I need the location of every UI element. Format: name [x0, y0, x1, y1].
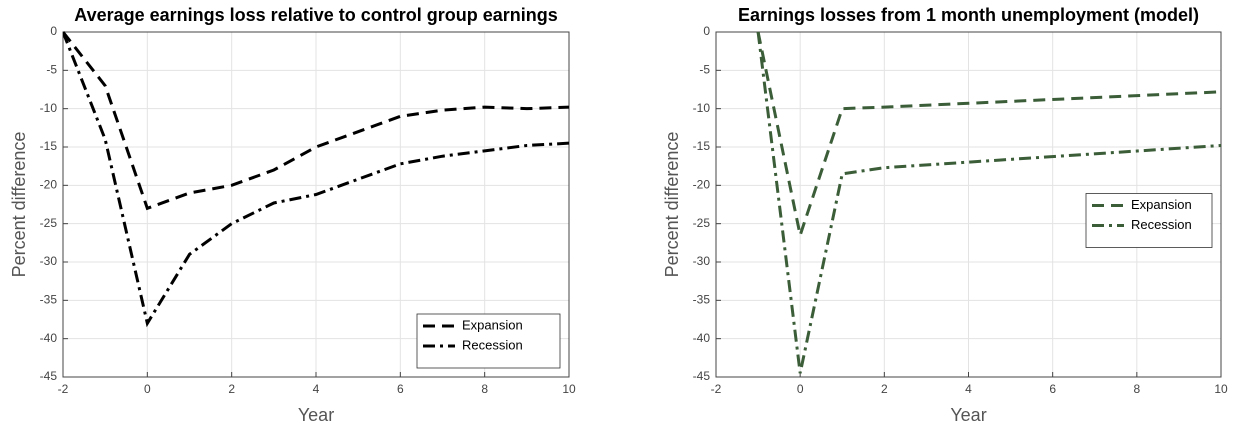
y-tick-label: -25 — [693, 216, 711, 230]
x-tick-label: 8 — [1133, 382, 1140, 396]
y-tick-label: -15 — [40, 139, 58, 153]
y-tick-label: -35 — [40, 293, 58, 307]
chart-title: Average earnings loss relative to contro… — [74, 5, 557, 25]
x-tick-label: -2 — [711, 382, 722, 396]
y-tick-label: -45 — [40, 369, 58, 383]
line-series — [756, 31, 1221, 374]
subplot: -2 0 2 4 6 8 10-45-40-35-30-25-20-15-10-50Aver… — [9, 5, 576, 425]
y-tick-label: -25 — [40, 216, 58, 230]
y-tick-label: -45 — [693, 369, 711, 383]
y-tick-label: -35 — [693, 293, 711, 307]
axes-frame — [715, 31, 1222, 378]
line-series — [63, 31, 569, 328]
y-tick-label: -20 — [693, 178, 711, 192]
y-tick-label: -5 — [699, 63, 710, 77]
y-tick-label: -30 — [693, 254, 711, 268]
y-tick-label: -30 — [40, 254, 58, 268]
axes-frame — [62, 31, 570, 378]
y-tick-label: 0 — [50, 24, 57, 38]
x-tick-label: 10 — [1214, 382, 1228, 396]
y-tick-label: -5 — [46, 63, 57, 77]
legend-box — [416, 313, 561, 369]
y-tick-label: -15 — [693, 139, 711, 153]
legend-label: Expansion — [1131, 197, 1192, 212]
y-axis-label: Percent difference — [662, 132, 682, 278]
legend-box — [1085, 193, 1213, 248]
legend-label: Expansion — [462, 317, 523, 332]
chart-title: Earnings losses from 1 month unemploymen… — [738, 5, 1199, 25]
legend-label: Recession — [1131, 217, 1192, 232]
subplot: -2 0 2 4 6 8 10-45-40-35-30-25-20-15-10-50Earn… — [662, 5, 1228, 425]
y-tick-label: -40 — [693, 331, 711, 345]
line-series — [756, 31, 1221, 241]
x-axis-label: Year — [298, 405, 334, 425]
legend-label: Recession — [462, 337, 523, 352]
y-tick-label: -10 — [693, 101, 711, 115]
x-tick-label: 6 — [1049, 382, 1056, 396]
x-tick-label: 0 — [797, 382, 804, 396]
x-tick-label: 6 — [397, 382, 404, 396]
x-tick-label: 2 — [228, 382, 235, 396]
x-axis-label: Year — [950, 405, 986, 425]
y-tick-label: -10 — [40, 101, 58, 115]
x-tick-label: 10 — [562, 382, 576, 396]
x-tick-label: 2 — [881, 382, 888, 396]
x-tick-label: 0 — [144, 382, 151, 396]
x-tick-label: 4 — [313, 382, 320, 396]
y-axis-label: Percent difference — [9, 132, 29, 278]
y-tick-label: 0 — [703, 24, 710, 38]
line-series — [63, 31, 569, 211]
x-tick-label: 8 — [481, 382, 488, 396]
y-tick-label: -40 — [40, 331, 58, 345]
x-tick-label: 4 — [965, 382, 972, 396]
y-tick-label: -20 — [40, 178, 58, 192]
x-tick-label: -2 — [58, 382, 69, 396]
